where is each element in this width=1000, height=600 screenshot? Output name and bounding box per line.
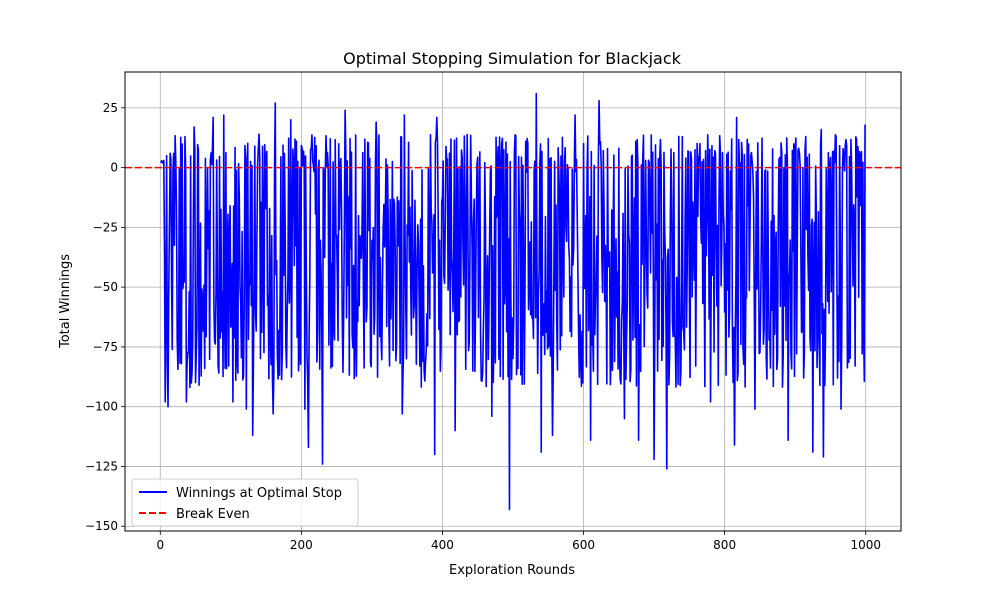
- legend-box: [131, 478, 359, 527]
- legend-label-break-even: Break Even: [176, 507, 250, 522]
- x-tick-label: 1000: [850, 538, 881, 552]
- y-tick-label: 25: [103, 101, 118, 115]
- plot-content: [125, 92, 901, 511]
- x-tick-label: 200: [290, 538, 313, 552]
- x-tick-label: 0: [156, 538, 164, 552]
- ticks: 0 200 400 600 800 1000 −150 −125 −100 −75 −50 −25 0 2…: [85, 101, 881, 552]
- x-axis-label: Exploration Rounds: [449, 563, 575, 578]
- x-tick-label: 400: [431, 538, 454, 552]
- y-tick-label: −75: [93, 340, 118, 354]
- y-tick-label: −150: [85, 519, 118, 533]
- plot-frame: [124, 71, 902, 532]
- legend-label-winnings: Winnings at Optimal Stop: [176, 486, 342, 501]
- legend: Winnings at Optimal Stop Break Even: [131, 478, 359, 527]
- y-tick-label: −50: [93, 280, 118, 294]
- y-tick-label: −25: [93, 220, 118, 234]
- series-line-winnings: [160, 92, 866, 511]
- y-tick-label: 0: [110, 161, 118, 175]
- x-tick-label: 600: [572, 538, 595, 552]
- x-tick-label: 800: [713, 538, 736, 552]
- chart-title: Optimal Stopping Simulation for Blackjac…: [343, 49, 681, 68]
- y-tick-label: −125: [85, 459, 118, 473]
- y-axis-label: Total Winnings: [58, 254, 73, 349]
- y-tick-label: −100: [85, 400, 118, 414]
